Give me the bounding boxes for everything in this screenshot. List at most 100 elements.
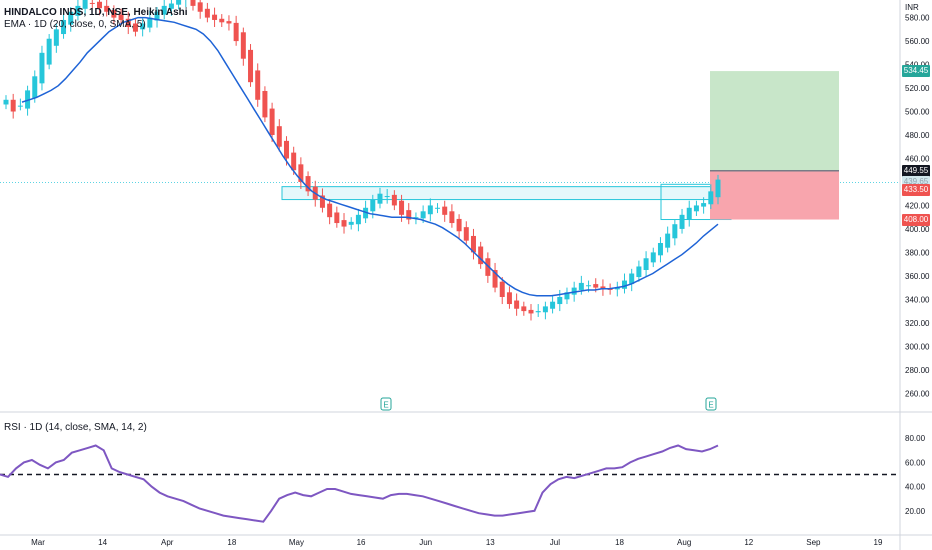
candle-body <box>485 258 491 276</box>
candle-body <box>715 179 721 198</box>
candlestick-series <box>3 0 721 321</box>
candle-body <box>319 195 325 208</box>
rsi-tick-label: 20.00 <box>905 507 926 516</box>
candle-body <box>586 285 592 287</box>
ema-line <box>21 16 719 297</box>
candle-body <box>3 99 9 105</box>
price-tick-label: 560.00 <box>905 37 930 46</box>
candle-body <box>327 203 333 218</box>
price-tick-label: 500.00 <box>905 108 930 117</box>
candle-body <box>355 214 361 225</box>
time-tick-label: Jul <box>550 538 560 547</box>
candle-body <box>650 252 656 263</box>
candle-body <box>96 1 102 9</box>
price-tick-label: 280.00 <box>905 366 930 375</box>
price-tick-label: 400.00 <box>905 225 930 234</box>
earnings-marker-label: E <box>708 401 713 410</box>
target-price-badge: 534.45 <box>902 65 930 78</box>
candle-body <box>46 38 52 65</box>
candle-body <box>61 19 67 35</box>
ema-legend[interactable]: EMA · 1D (20, close, 0, SMA, 5) <box>4 19 146 30</box>
earnings-marker <box>380 397 392 411</box>
candle-body <box>233 22 239 42</box>
candle-body <box>665 233 671 248</box>
candle-body <box>53 29 59 46</box>
rsi-tick-label: 40.00 <box>905 483 926 492</box>
rsi-legend[interactable]: RSI · 1D (14, close, SMA, 14, 2) <box>4 422 147 433</box>
time-tick-label: 16 <box>357 538 366 547</box>
candle-body <box>283 140 289 159</box>
candle-body <box>341 220 347 227</box>
axes: INR 580.00 560.00 540.00 520.00 500.00 480.00 4… <box>31 3 930 547</box>
candle-body <box>578 282 584 290</box>
candle-body <box>449 211 455 224</box>
candle-body <box>190 0 196 6</box>
candle-body <box>291 152 297 171</box>
candle-body <box>614 287 620 290</box>
rsi-series <box>0 444 900 523</box>
candle-body <box>399 200 405 215</box>
candle-body <box>212 14 218 20</box>
price-tick-label: 360.00 <box>905 272 930 281</box>
candle-body <box>240 32 246 59</box>
candle-body <box>701 203 707 207</box>
candle-body <box>104 5 110 12</box>
candle-body <box>622 280 628 289</box>
time-tick-label: 12 <box>744 538 753 547</box>
candle-body <box>82 0 88 9</box>
price-tick-label: 260.00 <box>905 389 930 398</box>
candle-body <box>118 14 124 20</box>
time-tick-label: Aug <box>677 538 691 547</box>
loss-zone <box>710 170 839 220</box>
candle-body <box>384 196 390 198</box>
candle-body <box>550 301 556 309</box>
rsi-tick-label: 80.00 <box>905 434 926 443</box>
price-tick-label: 300.00 <box>905 342 930 351</box>
candle-body <box>140 23 146 30</box>
candle-body <box>348 221 354 225</box>
price-tick-label: 580.00 <box>905 14 930 23</box>
candle-body <box>679 214 685 229</box>
time-tick-label: 13 <box>486 538 495 547</box>
candle-body <box>219 18 225 23</box>
price-tick-label: 460.00 <box>905 154 930 163</box>
symbol-legend[interactable]: HINDALCO INDS, 1D, NSE, Heikin Ashi <box>4 7 188 18</box>
candle-body <box>413 217 419 219</box>
candle-body <box>305 176 311 192</box>
resistance-rectangle <box>281 186 775 201</box>
candle-body <box>204 8 210 18</box>
time-tick-label: 14 <box>98 538 107 547</box>
candle-body <box>686 207 692 220</box>
price-tick-label: 380.00 <box>905 248 930 257</box>
candle-body <box>370 199 376 212</box>
candle-body <box>521 306 527 312</box>
candle-body <box>111 9 117 18</box>
candle-body <box>226 21 232 24</box>
candle-body <box>39 52 45 84</box>
candle-body <box>470 235 476 253</box>
candle-body <box>391 194 397 206</box>
candle-body <box>17 105 23 107</box>
candle-body <box>499 281 505 297</box>
candle-body <box>636 266 642 278</box>
time-tick-label: Jun <box>419 538 432 547</box>
candle-body <box>643 258 649 270</box>
candle-body <box>600 286 606 289</box>
candle-body <box>68 11 74 25</box>
time-tick-label: 19 <box>874 538 883 547</box>
candle-body <box>693 205 699 212</box>
candle-body <box>506 292 512 305</box>
candle-body <box>377 193 383 204</box>
candle-body <box>571 287 577 295</box>
price-tick-label: 480.00 <box>905 131 930 140</box>
candle-body <box>629 273 635 285</box>
price-tick-label: 520.00 <box>905 84 930 93</box>
candle-body <box>197 2 203 12</box>
candle-body <box>492 270 498 288</box>
candle-body <box>435 207 441 209</box>
earnings-marker <box>705 397 717 411</box>
candle-body <box>168 3 174 9</box>
